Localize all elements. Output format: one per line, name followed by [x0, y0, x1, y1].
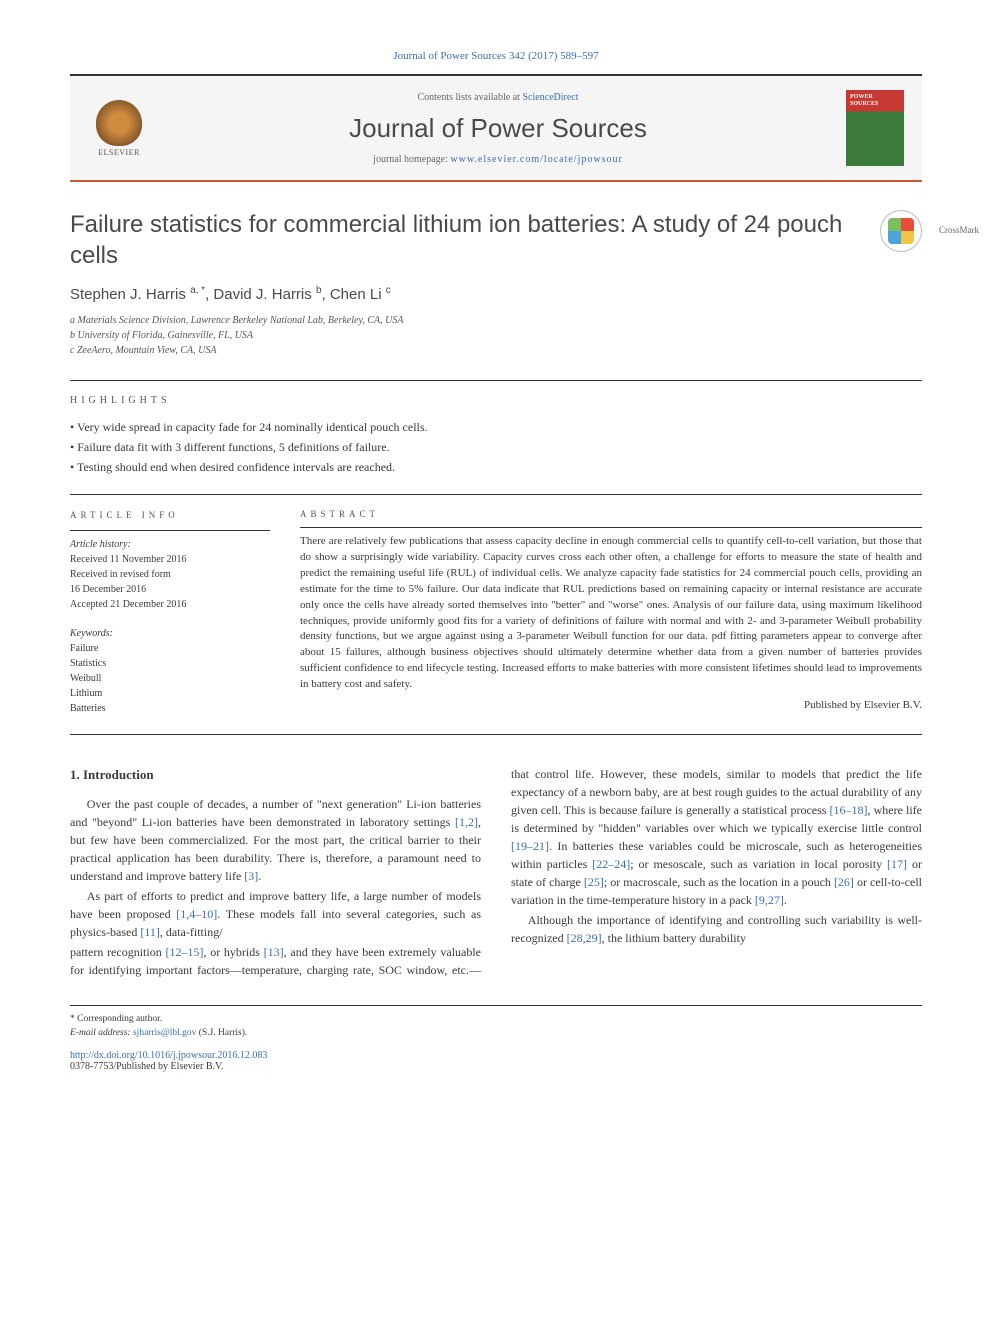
contents-line: Contents lists available at ScienceDirec… [150, 92, 846, 103]
paragraph: As part of efforts to predict and improv… [70, 887, 481, 941]
keyword: Weibull [70, 671, 270, 686]
text-run: ; or mesoscale, such as variation in loc… [630, 857, 887, 871]
affiliation: a Materials Science Division, Lawrence B… [70, 313, 922, 328]
article-title: Failure statistics for commercial lithiu… [70, 210, 864, 271]
body-text: 1. Introduction Over the past couple of … [70, 765, 922, 979]
article-info: ARTICLE INFO Article history: Received 1… [70, 509, 270, 717]
text-run: ; or macroscale, such as the location in… [604, 875, 834, 889]
journal-banner: ELSEVIER Contents lists available at Sci… [70, 74, 922, 182]
revised-date: 16 December 2016 [70, 582, 270, 597]
highlights-label: HIGHLIGHTS [70, 395, 922, 406]
citation-link[interactable]: [11] [140, 925, 160, 939]
header-citation: Journal of Power Sources 342 (2017) 589–… [70, 50, 922, 62]
keyword: Batteries [70, 701, 270, 716]
divider [70, 380, 922, 381]
received-date: Received 11 November 2016 [70, 552, 270, 567]
keywords-label: Keywords: [70, 626, 270, 641]
keyword: Failure [70, 641, 270, 656]
homepage-link[interactable]: www.elsevier.com/locate/jpowsour [450, 154, 622, 165]
citation-link[interactable]: [17] [887, 857, 907, 871]
citation-link[interactable]: [1,4–10] [176, 907, 217, 921]
email-link[interactable]: sjharris@lbl.gov [133, 1028, 196, 1038]
doi-block: http://dx.doi.org/10.1016/j.jpowsour.201… [70, 1050, 922, 1072]
revised-date: Received in revised form [70, 567, 270, 582]
email-line: E-mail address: sjharris@lbl.gov (S.J. H… [70, 1026, 922, 1040]
contents-prefix: Contents lists available at [417, 92, 522, 103]
email-label: E-mail address: [70, 1028, 133, 1038]
text-run: Over the past couple of decades, a numbe… [70, 797, 481, 829]
text-run: . [784, 893, 787, 907]
highlight-item: Very wide spread in capacity fade for 24… [70, 418, 922, 438]
affiliation: c ZeeAero, Mountain View, CA, USA [70, 343, 922, 358]
citation-link[interactable]: [1,2] [455, 815, 478, 829]
citation-link[interactable]: [13] [264, 945, 284, 959]
crossmark-label: CrossMark [939, 225, 979, 235]
divider [70, 530, 270, 531]
divider [300, 527, 922, 528]
citation-link[interactable]: [12–15] [165, 945, 203, 959]
text-run: , data-fitting/ [160, 925, 223, 939]
citation-link[interactable]: [28,29] [567, 931, 602, 945]
citation-link[interactable]: [19–21] [511, 839, 549, 853]
text-run: . [258, 869, 261, 883]
citation-link[interactable]: [16–18] [830, 803, 868, 817]
text-run: pattern recognition [70, 945, 165, 959]
highlight-item: Failure data fit with 3 different functi… [70, 438, 922, 458]
abstract-text: There are relatively few publications th… [300, 534, 922, 693]
article-info-label: ARTICLE INFO [70, 509, 270, 523]
highlights-list: Very wide spread in capacity fade for 24… [70, 418, 922, 477]
issn-line: 0378-7753/Published by Elsevier B.V. [70, 1061, 922, 1072]
corresponding-note: * Corresponding author. [70, 1012, 922, 1026]
abstract-label: ABSTRACT [300, 509, 922, 519]
text-run: , or hybrids [203, 945, 263, 959]
affiliation: b University of Florida, Gainesville, FL… [70, 328, 922, 343]
elsevier-logo: ELSEVIER [88, 93, 150, 163]
keyword: Statistics [70, 656, 270, 671]
journal-name: Journal of Power Sources [150, 113, 846, 144]
history-label: Article history: [70, 537, 270, 552]
crossmark-icon [888, 218, 914, 244]
citation-link[interactable]: [3] [244, 869, 258, 883]
publisher-line: Published by Elsevier B.V. [300, 699, 922, 711]
homepage-prefix: journal homepage: [373, 154, 450, 165]
citation-link[interactable]: [25] [584, 875, 604, 889]
authors: Stephen J. Harris a, *, David J. Harris … [70, 285, 922, 303]
elsevier-label: ELSEVIER [98, 148, 140, 157]
citation-link[interactable]: [26] [834, 875, 854, 889]
paragraph: Although the importance of identifying a… [511, 911, 922, 947]
citation-link[interactable]: [22–24] [592, 857, 630, 871]
keyword: Lithium [70, 686, 270, 701]
elsevier-tree-icon [96, 100, 142, 146]
sciencedirect-link[interactable]: ScienceDirect [522, 92, 578, 103]
divider [70, 734, 922, 735]
citation-link[interactable]: [9,27] [755, 893, 784, 907]
email-suffix: (S.J. Harris). [196, 1028, 247, 1038]
journal-cover-thumbnail [846, 90, 904, 166]
divider [70, 494, 922, 495]
paragraph: Over the past couple of decades, a numbe… [70, 795, 481, 885]
corresponding-author-footer: * Corresponding author. E-mail address: … [70, 1005, 922, 1041]
affiliations: a Materials Science Division, Lawrence B… [70, 313, 922, 358]
homepage-line: journal homepage: www.elsevier.com/locat… [150, 154, 846, 165]
highlight-item: Testing should end when desired confiden… [70, 458, 922, 478]
accepted-date: Accepted 21 December 2016 [70, 597, 270, 612]
section-heading: 1. Introduction [70, 765, 481, 785]
abstract: ABSTRACT There are relatively few public… [300, 509, 922, 717]
crossmark-badge[interactable]: CrossMark [880, 210, 922, 252]
doi-link[interactable]: http://dx.doi.org/10.1016/j.jpowsour.201… [70, 1050, 922, 1061]
text-run: , the lithium battery durability [602, 931, 746, 945]
